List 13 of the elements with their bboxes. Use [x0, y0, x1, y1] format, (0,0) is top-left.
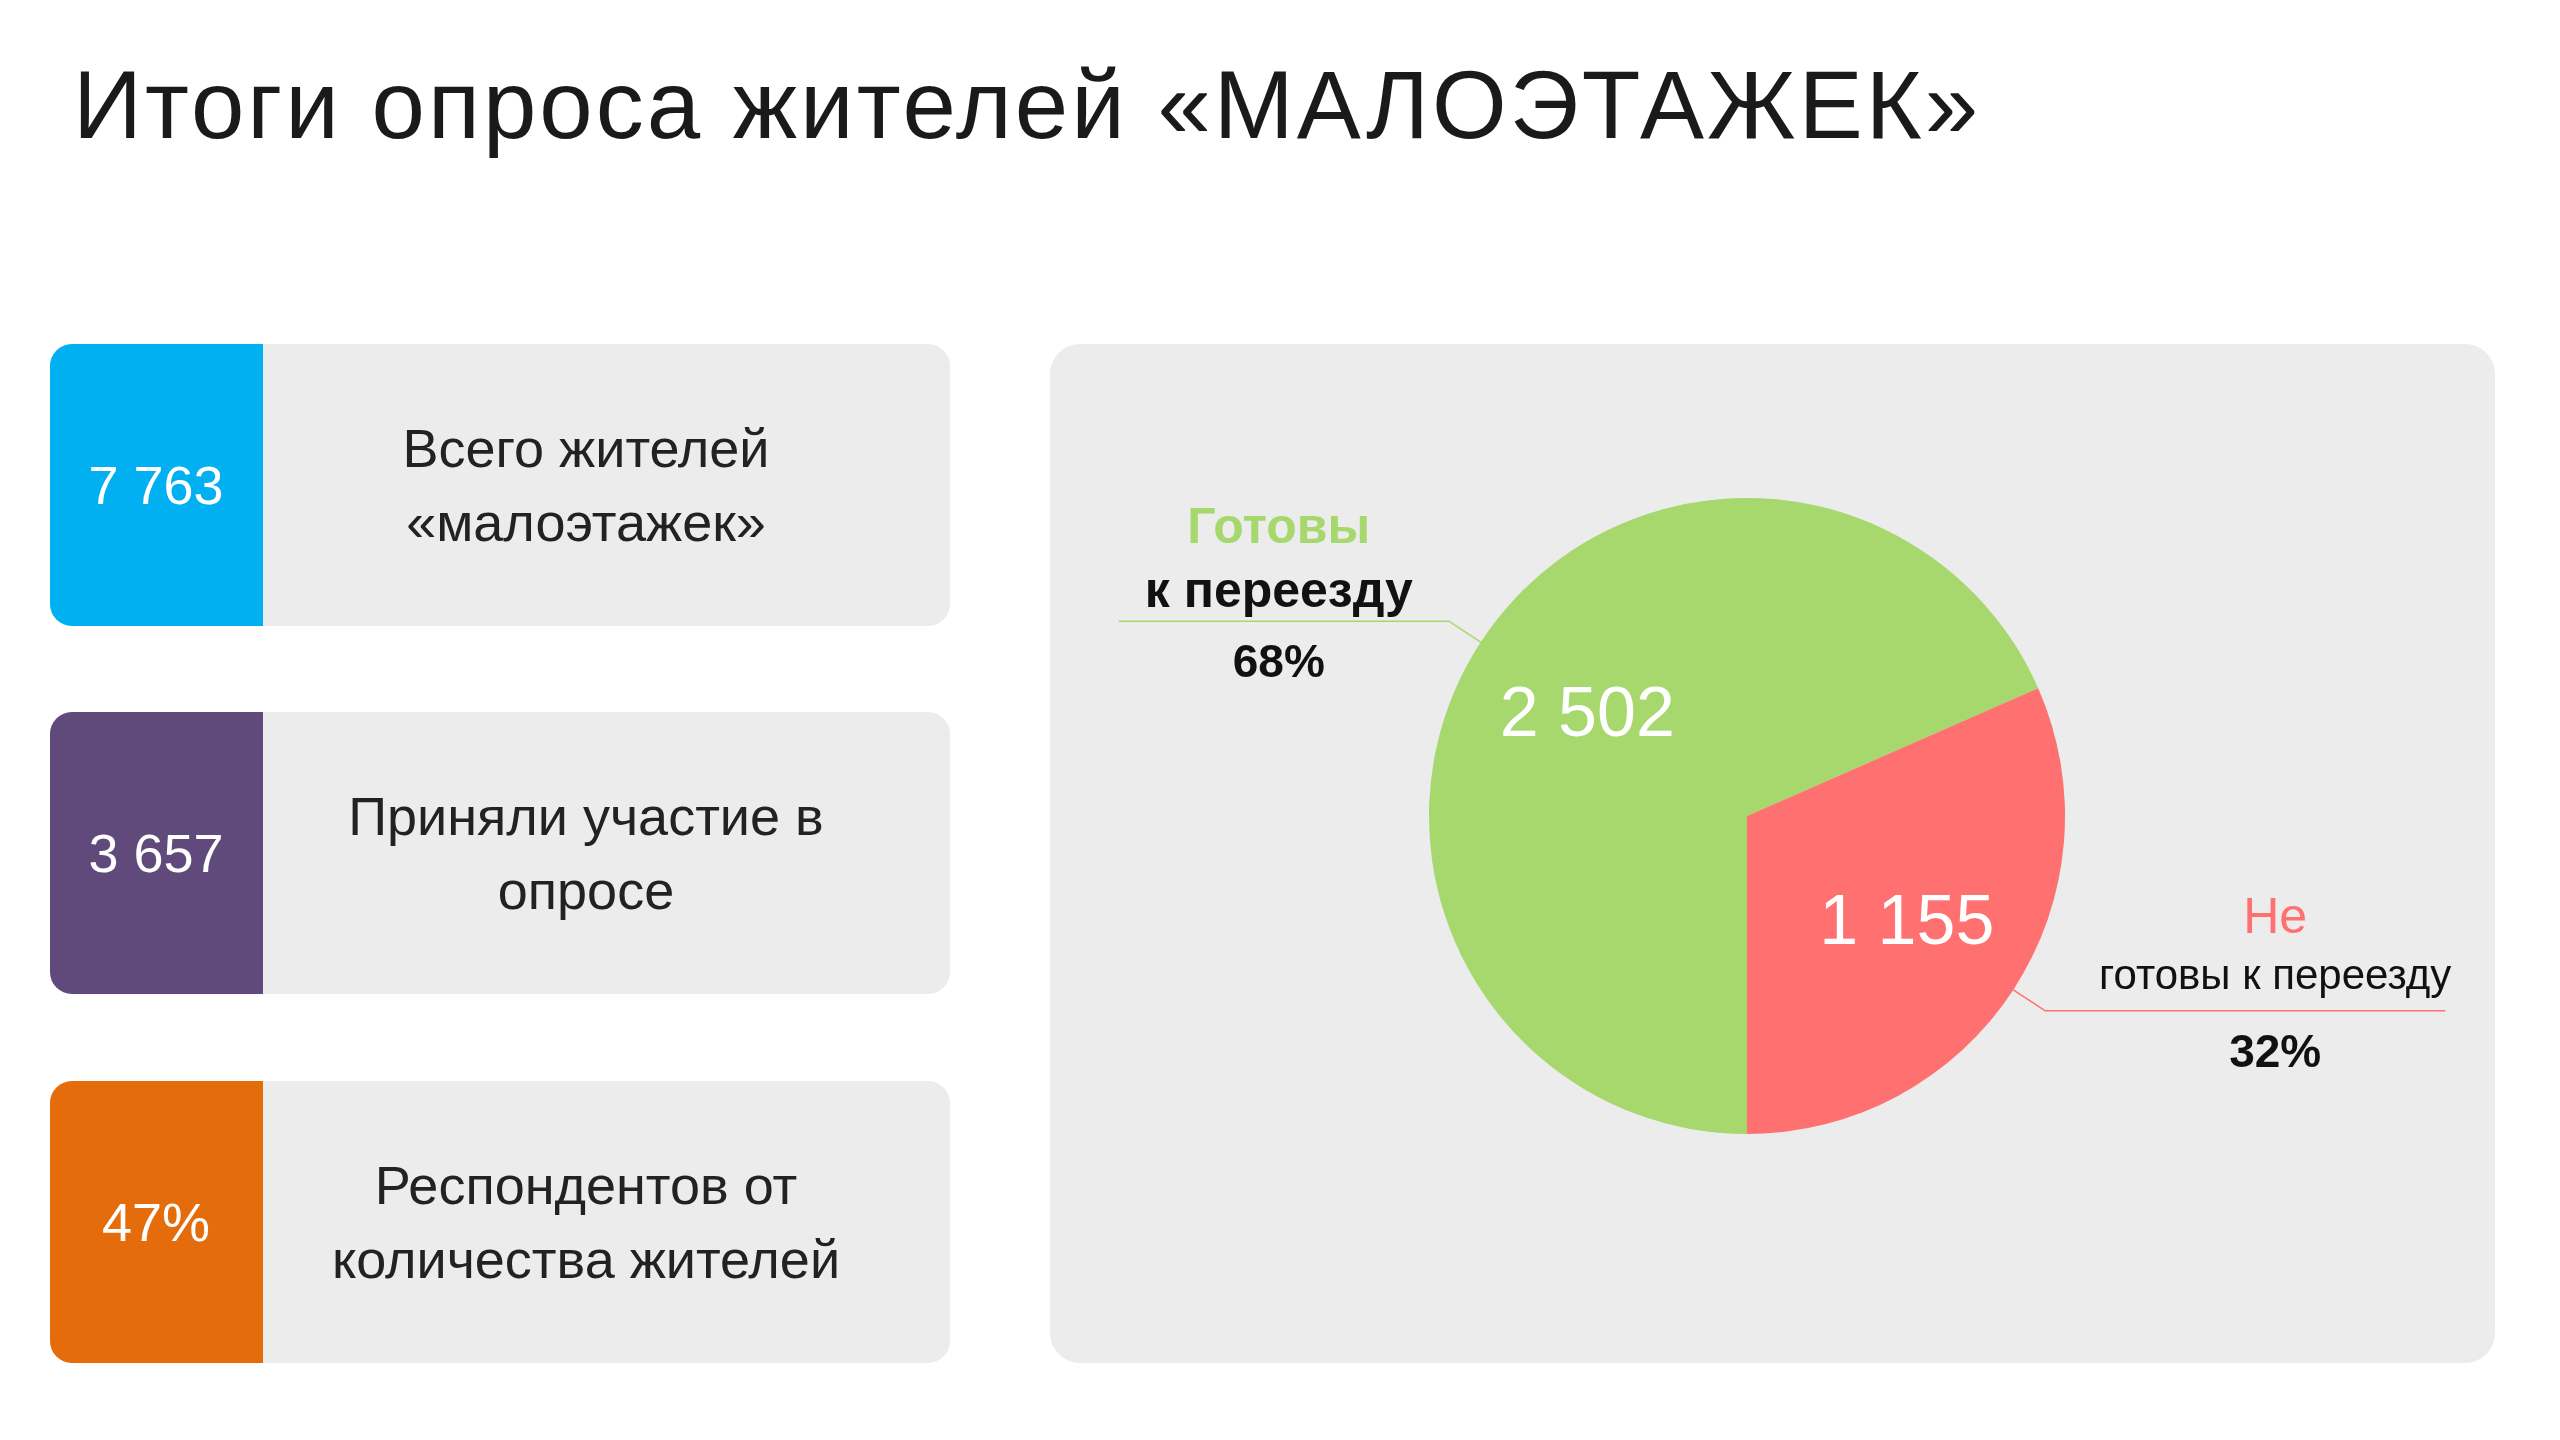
text: Приняли участие в опросе — [348, 786, 824, 920]
slice-label: Не готовы к переезду — [2099, 887, 2452, 998]
text: 47% — [101, 1192, 211, 1252]
data-label: 1 155 — [1819, 881, 1995, 960]
slice-label: Готовы к переезду — [1144, 498, 1414, 619]
text: 32% — [2229, 1024, 2322, 1077]
data-label: 2 502 — [1499, 672, 1675, 751]
text: 7 763 — [88, 455, 224, 515]
text: Итоги опроса жителей «МАЛОЭТАЖЕК» — [73, 51, 1982, 158]
text: Всего жителей «малоэтажек» — [402, 418, 770, 552]
text: 68% — [1232, 635, 1325, 688]
text: 3 657 — [88, 823, 224, 883]
text: Респондентов от количества жителей — [331, 1155, 841, 1289]
